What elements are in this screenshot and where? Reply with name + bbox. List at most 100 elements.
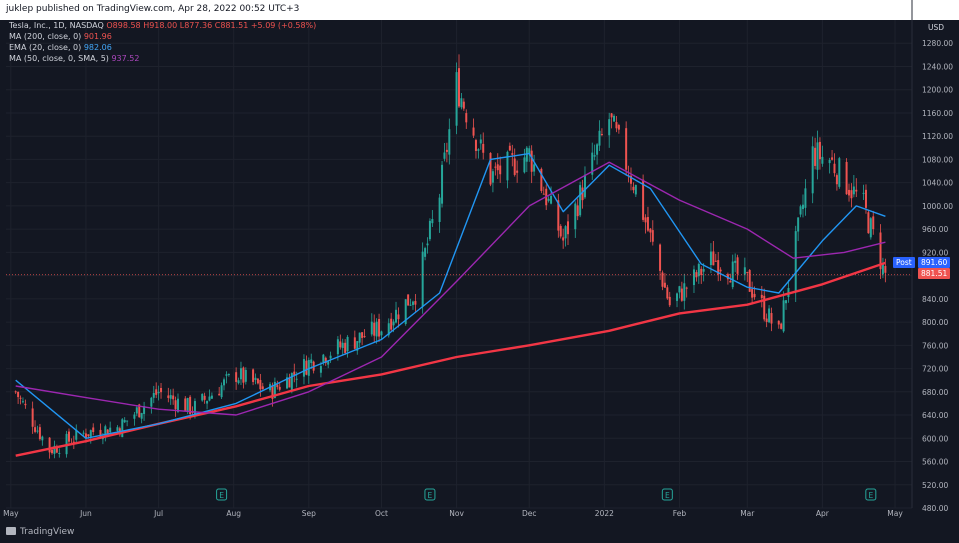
candle-body xyxy=(574,203,577,230)
brand-name: TradingView xyxy=(20,527,75,537)
last-price-tag: 881.51 xyxy=(918,268,951,279)
price-tick-label: 1120.00 xyxy=(922,132,953,141)
time-tick-label: Nov xyxy=(449,509,464,518)
candle-body xyxy=(680,288,683,301)
candle-body xyxy=(48,437,51,453)
candle-body xyxy=(390,318,393,330)
candle-body xyxy=(801,204,804,210)
candle-body xyxy=(293,371,296,376)
candle-body xyxy=(361,332,364,338)
candle-body xyxy=(140,413,143,419)
post-label: Post xyxy=(893,257,915,268)
legend-ma200-row[interactable]: MA (200, close, 0) 901.96 xyxy=(9,31,316,42)
candle-body xyxy=(261,386,264,390)
candle-body xyxy=(324,357,327,364)
time-tick-label: Oct xyxy=(375,509,388,518)
candle-body xyxy=(34,427,37,432)
candle-body xyxy=(428,220,431,240)
ema20-value: 982.06 xyxy=(83,43,112,52)
candle-body xyxy=(494,166,497,168)
candle-body xyxy=(559,225,562,237)
candle-body xyxy=(55,447,58,453)
candle-body xyxy=(152,393,155,398)
price-tick-label: 840.00 xyxy=(922,295,948,304)
candle-body xyxy=(700,268,703,276)
price-tick-label: 1280.00 xyxy=(922,39,953,48)
candle-body xyxy=(373,322,376,336)
price-tick-label: 800.00 xyxy=(922,318,948,327)
ema20-line xyxy=(15,152,886,439)
candle-body xyxy=(642,179,645,220)
candle-body xyxy=(36,430,39,432)
candle-body xyxy=(460,98,463,108)
candle-body xyxy=(189,396,192,414)
candle-body xyxy=(387,323,390,336)
candle-body xyxy=(322,354,325,363)
candle-body xyxy=(491,171,494,183)
candle-body xyxy=(72,441,75,443)
candle-body xyxy=(278,386,281,390)
candle-body xyxy=(513,158,516,175)
candle-body xyxy=(646,217,649,231)
candle-body xyxy=(668,296,671,306)
candle-body xyxy=(719,269,722,272)
candle-body xyxy=(327,361,330,365)
candle-body xyxy=(712,251,715,266)
earnings-marker-label: E xyxy=(428,491,433,500)
legend-ema20-row[interactable]: EMA (20, close, 0) 982.06 xyxy=(9,42,316,53)
candle-body xyxy=(458,68,460,107)
time-tick-label: Sep xyxy=(302,509,316,518)
candle-body xyxy=(89,430,92,437)
candle-body xyxy=(530,150,533,172)
candle-body xyxy=(661,272,664,287)
candle-body xyxy=(256,378,259,384)
candle-body xyxy=(685,287,688,289)
candle-body xyxy=(629,175,632,184)
candle-body xyxy=(109,427,112,433)
candle-body xyxy=(489,152,492,185)
candle-body xyxy=(751,289,754,298)
candle-body xyxy=(564,226,567,239)
candle-body xyxy=(104,426,107,436)
candle-body xyxy=(748,270,751,292)
candle-body xyxy=(506,151,509,181)
candle-body xyxy=(780,323,783,329)
candle-body xyxy=(872,216,875,230)
candle-body xyxy=(455,72,458,126)
candle-body xyxy=(516,170,519,173)
candle-body xyxy=(729,280,732,283)
candle-body xyxy=(75,429,78,440)
publish-info: juklep published on TradingView.com, Apr… xyxy=(6,4,300,14)
candle-body xyxy=(414,300,417,305)
tradingview-logo[interactable]: TradingView xyxy=(6,527,74,537)
candle-body xyxy=(692,269,695,286)
candle-body xyxy=(441,164,444,204)
candle-body xyxy=(208,396,211,401)
legend-ma50-row[interactable]: MA (50, close, 0, SMA, 5) 937.52 xyxy=(9,53,316,64)
candle-body xyxy=(443,152,446,159)
candle-body xyxy=(496,164,499,171)
candle-body xyxy=(319,366,322,373)
candle-body xyxy=(528,148,531,155)
candle-body xyxy=(252,369,255,382)
candle-body xyxy=(169,395,172,399)
candle-body xyxy=(462,101,465,109)
candle-body xyxy=(14,391,17,393)
price-tick-label: 920.00 xyxy=(922,248,948,257)
candle-body xyxy=(344,342,347,353)
candle-body xyxy=(593,155,596,157)
publish-bar: juklep published on TradingView.com, Apr… xyxy=(0,0,959,20)
candle-body xyxy=(411,301,414,305)
candle-body xyxy=(615,122,618,129)
candle-body xyxy=(143,406,146,414)
candle-body xyxy=(881,262,884,275)
candle-body xyxy=(121,419,124,438)
candle-body xyxy=(850,190,853,199)
candle-body xyxy=(237,380,240,384)
candle-body xyxy=(644,217,647,223)
candle-body xyxy=(678,286,681,293)
candle-body xyxy=(765,318,768,322)
candle-body xyxy=(804,188,807,208)
ohlc-values: O898.58 H918.00 L877.36 C881.51 +5.09 (+… xyxy=(106,21,317,30)
